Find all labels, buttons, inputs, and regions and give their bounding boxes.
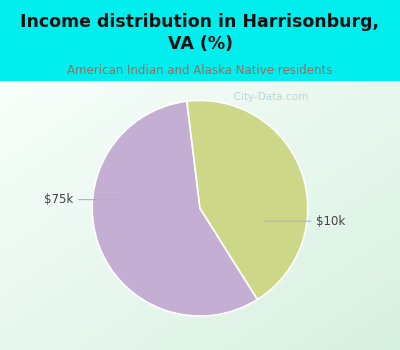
Text: American Indian and Alaska Native residents: American Indian and Alaska Native reside… (67, 64, 333, 77)
Text: City-Data.com: City-Data.com (227, 92, 308, 102)
Text: $75k: $75k (44, 193, 120, 206)
Wedge shape (92, 101, 258, 316)
Text: Income distribution in Harrisonburg,
VA (%): Income distribution in Harrisonburg, VA … (20, 13, 380, 53)
Text: $10k: $10k (265, 215, 346, 228)
Wedge shape (187, 100, 308, 300)
